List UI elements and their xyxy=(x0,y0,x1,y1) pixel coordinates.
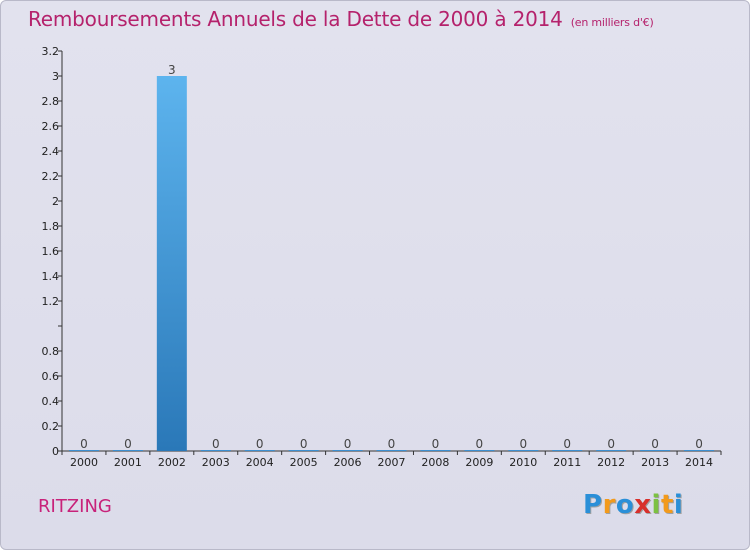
data-label: 0 xyxy=(519,437,527,451)
y-tick-label: 0.8 xyxy=(42,345,60,358)
chart-title: Remboursements Annuels de la Dette de 20… xyxy=(28,7,654,31)
bar xyxy=(464,450,495,451)
x-tick-label: 2007 xyxy=(378,456,406,469)
data-label: 0 xyxy=(80,437,88,451)
place-name: RITZING xyxy=(38,496,112,517)
data-label: 0 xyxy=(388,437,396,451)
proxiti-logo[interactable]: Proxiti xyxy=(583,490,683,520)
y-tick-label: 2.6 xyxy=(42,120,60,133)
logo-letter: o xyxy=(615,490,635,520)
bar xyxy=(112,450,143,451)
bar xyxy=(156,76,187,451)
y-tick-label: 3 xyxy=(52,70,59,83)
data-label: 0 xyxy=(651,437,659,451)
bar xyxy=(508,450,539,451)
x-tick-label: 2014 xyxy=(685,456,713,469)
data-label: 0 xyxy=(476,437,484,451)
y-tick-label: 2 xyxy=(52,195,59,208)
y-tick-label: 1.2 xyxy=(42,295,60,308)
logo-letter: t xyxy=(660,490,674,520)
data-label: 0 xyxy=(300,437,308,451)
bar xyxy=(68,450,99,451)
y-tick-label: 0 xyxy=(52,445,59,458)
data-label: 0 xyxy=(344,437,352,451)
bar xyxy=(288,450,319,451)
bar xyxy=(684,450,715,451)
x-tick-label: 2002 xyxy=(158,456,186,469)
data-label: 0 xyxy=(695,437,703,451)
logo-letter: r xyxy=(602,490,616,520)
x-tick-label: 2000 xyxy=(70,456,98,469)
y-tick-label: 2.8 xyxy=(42,95,60,108)
chart-subtitle: (en milliers d'€) xyxy=(570,16,654,29)
y-tick-label: 1.4 xyxy=(42,270,60,283)
bar xyxy=(596,450,627,451)
data-label: 0 xyxy=(124,437,132,451)
x-tick-label: 2009 xyxy=(465,456,493,469)
y-tick-label: 1.8 xyxy=(42,220,60,233)
data-label: 0 xyxy=(212,437,220,451)
x-tick-label: 2008 xyxy=(421,456,449,469)
y-tick-label: 2.2 xyxy=(42,170,60,183)
x-tick-label: 2011 xyxy=(553,456,581,469)
x-tick-label: 2001 xyxy=(114,456,142,469)
bar xyxy=(244,450,275,451)
x-tick-label: 2006 xyxy=(334,456,362,469)
chart-title-text: Remboursements Annuels de la Dette de 20… xyxy=(28,7,563,31)
y-tick-label: 2.4 xyxy=(42,145,60,158)
logo-letter: P xyxy=(583,490,603,520)
bar xyxy=(420,450,451,451)
bar xyxy=(552,450,583,451)
y-tick-label: 3.2 xyxy=(42,45,60,58)
y-tick-label: 0.6 xyxy=(42,370,60,383)
data-label: 0 xyxy=(432,437,440,451)
x-tick-label: 2010 xyxy=(509,456,537,469)
x-tick-label: 2013 xyxy=(641,456,669,469)
y-tick-label: 0.2 xyxy=(42,420,60,433)
bar xyxy=(332,450,363,451)
y-tick-label: 1.6 xyxy=(42,245,60,258)
logo-letter: i xyxy=(651,490,661,520)
data-label: 3 xyxy=(168,63,176,77)
x-tick-label: 2003 xyxy=(202,456,230,469)
data-label: 0 xyxy=(563,437,571,451)
data-label: 0 xyxy=(607,437,615,451)
bar xyxy=(376,450,407,451)
logo-letter: x xyxy=(634,490,652,520)
bar xyxy=(640,450,671,451)
x-tick-label: 2005 xyxy=(290,456,318,469)
logo-letter: i xyxy=(673,490,684,520)
y-tick-label: 0.4 xyxy=(42,395,60,408)
x-tick-label: 2004 xyxy=(246,456,274,469)
data-label: 0 xyxy=(256,437,264,451)
bar xyxy=(200,450,231,451)
x-tick-label: 2012 xyxy=(597,456,625,469)
